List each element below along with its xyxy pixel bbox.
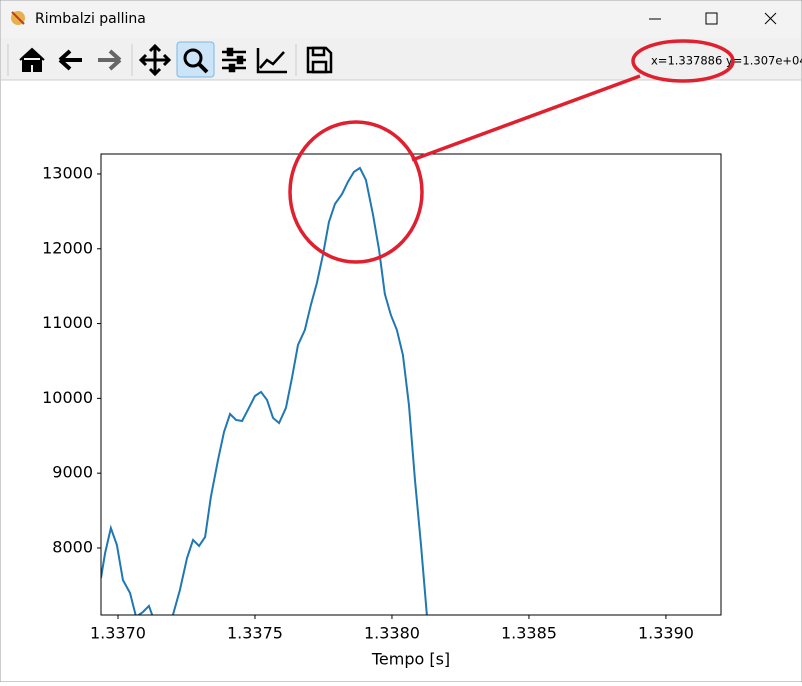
configure-button[interactable]	[222, 47, 246, 73]
x-tick-label: 1.3375	[227, 624, 283, 643]
home-button[interactable]	[19, 47, 45, 72]
y-tick-label: 10000	[42, 388, 93, 407]
zoom-button-active[interactable]	[176, 41, 215, 78]
forward-button[interactable]	[98, 49, 122, 71]
x-tick-label: 1.3370	[90, 624, 146, 643]
x-axis-label: Tempo [s]	[371, 650, 450, 669]
x-tick-label: 1.3390	[638, 624, 694, 643]
back-button[interactable]	[58, 49, 82, 71]
y-tick-label: 12000	[42, 238, 93, 257]
y-tick-label: 8000	[52, 537, 93, 556]
annotation	[288, 39, 735, 264]
x-tick-label: 1.3380	[364, 624, 420, 643]
maximize-button[interactable]	[705, 12, 718, 25]
toolbar	[1, 38, 801, 80]
title-bar	[1, 1, 801, 38]
data-line	[101, 166, 428, 615]
plot-area	[101, 154, 721, 615]
plot	[101, 166, 428, 615]
y-tick-label: 11000	[42, 313, 93, 332]
zoom-icon	[183, 48, 209, 74]
x-tick-label: 1.3385	[501, 624, 557, 643]
y-tick-label: 13000	[42, 163, 93, 182]
app-icon	[11, 11, 25, 25]
edit-axis-button[interactable]	[256, 48, 287, 74]
close-button[interactable]	[764, 12, 777, 25]
pan-button[interactable]	[138, 43, 172, 77]
y-tick-label: 9000	[52, 463, 93, 482]
save-button[interactable]	[306, 46, 333, 74]
window-title: Rimbalzi pallina	[35, 11, 146, 27]
coordinates-readout: x=1.337886 y=1.307e+04	[651, 54, 802, 68]
